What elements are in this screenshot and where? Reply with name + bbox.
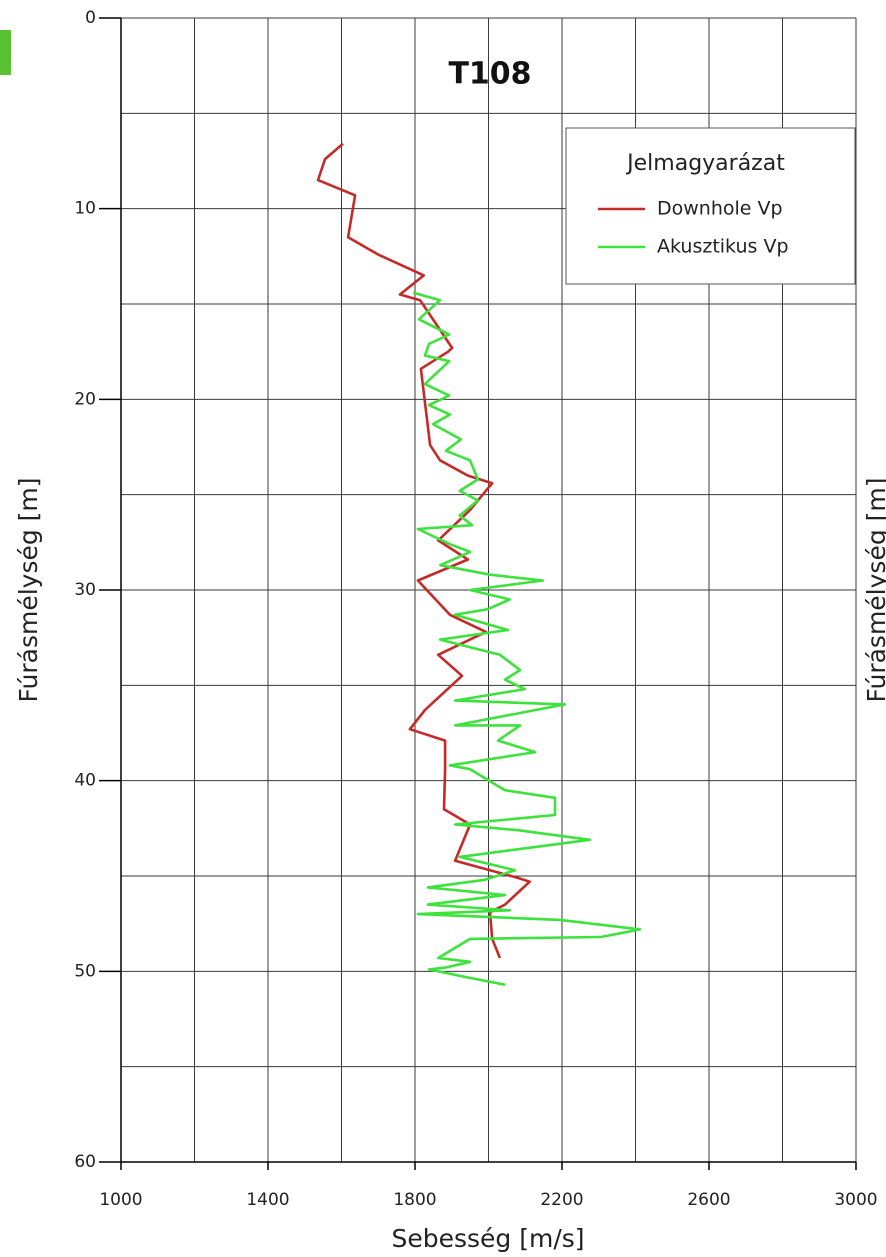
- x-tick-label: 1800: [393, 1190, 436, 1210]
- y-tick-label: 10: [74, 199, 96, 219]
- y-axis-label: Fúrásmélység [m]: [14, 477, 43, 702]
- data-line: [316, 142, 531, 959]
- y-tick-label: 40: [74, 771, 96, 791]
- y-tick-label: 60: [74, 1152, 96, 1172]
- x-tick-label: 1400: [246, 1190, 289, 1210]
- legend-label: Akusztikus Vp: [657, 236, 789, 258]
- legend-box: [565, 127, 856, 285]
- y-tick-label: 0: [85, 8, 96, 28]
- x-tick-label: 2600: [687, 1190, 730, 1210]
- legend: Jelmagyarázat Downhole Vp Akusztikus Vp: [565, 127, 856, 285]
- y-tick-label: 30: [74, 580, 96, 600]
- corner-marker: [0, 30, 11, 75]
- chart-title: T108: [448, 57, 531, 92]
- y-tick-label: 50: [74, 961, 96, 981]
- plot-lines: [316, 142, 642, 986]
- neighbor-y-axis-label: Fúrásmélység [m]: [862, 477, 886, 702]
- x-tick-label: 2200: [540, 1190, 583, 1210]
- legend-title: Jelmagyarázat: [625, 151, 785, 176]
- data-line: [412, 291, 642, 986]
- x-axis-label: Sebesség [m/s]: [391, 1224, 584, 1253]
- x-tick-label: 3000: [834, 1190, 877, 1210]
- y-tick-label: 20: [74, 389, 96, 409]
- legend-label: Downhole Vp: [657, 198, 783, 220]
- x-tick-label: 1000: [99, 1190, 142, 1210]
